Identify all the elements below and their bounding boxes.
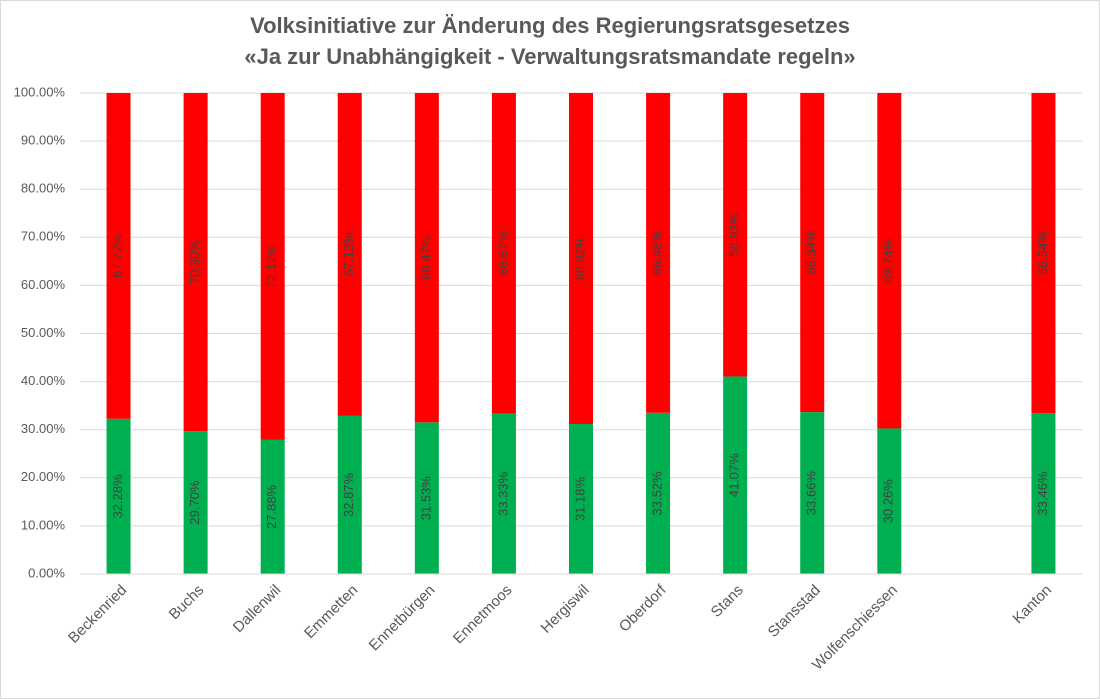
data-label: 27.88% [264,484,279,529]
data-label: 58.93% [727,212,742,257]
bar-segment [337,415,362,574]
data-label: 32.87% [341,472,356,517]
bar-segment [414,422,439,574]
bar-segment [1031,93,1056,414]
bar-segment [877,93,902,429]
data-label: 31.18% [572,477,587,522]
bar-segment [106,93,131,419]
data-label: 67.72% [110,233,125,278]
y-tick-label: 70.00% [21,229,66,244]
data-label: 31.53% [418,476,433,521]
data-label: 33.33% [495,471,510,516]
y-tick-label: 90.00% [21,133,66,148]
data-label: 70.30% [187,240,202,285]
bar-segment [337,93,362,416]
data-label: 66.67% [495,231,510,276]
y-tick-label: 0.00% [28,565,65,580]
chart-title: «Ja zur Unabhängigkeit - Verwaltungsrats… [244,44,855,69]
bar-segment [106,418,131,574]
data-label: 66.34% [804,230,819,275]
data-label: 66.48% [650,230,665,275]
bar-segment [646,412,671,574]
y-tick-label: 20.00% [21,469,66,484]
bar-segment [260,439,285,574]
data-label: 33.46% [1035,471,1050,516]
y-tick-label: 100.00% [14,84,66,99]
data-label: 72.12% [264,244,279,289]
data-label: 68.47% [418,235,433,280]
chart-title: Volksinitiative zur Änderung des Regieru… [250,13,850,38]
bar-segment [800,412,825,574]
y-tick-label: 80.00% [21,181,66,196]
data-label: 41.07% [727,453,742,498]
data-label: 33.66% [804,471,819,516]
bar-segment [800,93,825,413]
y-tick-label: 30.00% [21,421,66,436]
data-label: 29.70% [187,480,202,525]
bar-segment [183,431,208,574]
bar-segment [723,93,748,377]
data-label: 30.26% [881,479,896,524]
data-label: 33.52% [650,471,665,516]
bar-segment [877,428,902,574]
bar-segment [414,93,439,423]
bar-segment [569,424,593,574]
bar-segment [569,93,593,425]
bar-segment [260,93,285,440]
y-tick-label: 50.00% [21,325,66,340]
y-tick-label: 60.00% [21,277,66,292]
data-label: 66.54% [1035,231,1050,276]
data-label: 68.82% [572,236,587,281]
bar-segment [491,413,516,574]
y-tick-label: 40.00% [21,373,66,388]
data-label: 67.13% [341,232,356,277]
bar-segment [646,93,671,413]
y-tick-label: 10.00% [21,517,66,532]
data-label: 69.74% [881,238,896,283]
bar-segment [1031,413,1056,574]
data-label: 32.28% [110,474,125,519]
bar-segment [723,376,748,574]
bar-segment [491,93,516,414]
bar-segment [183,93,208,432]
